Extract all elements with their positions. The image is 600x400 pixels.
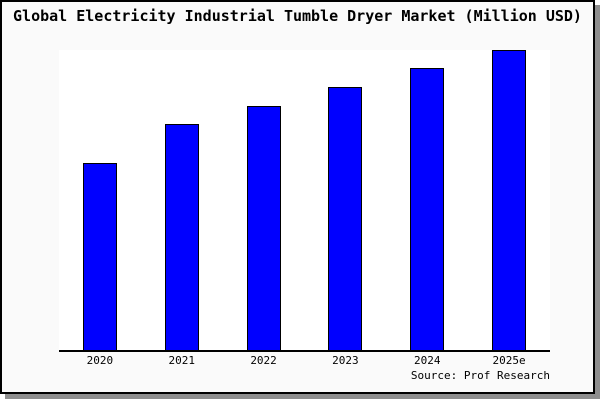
plot-area (59, 50, 550, 350)
x-axis-line (59, 350, 550, 352)
bar-2021 (164, 124, 199, 350)
x-tick-label-2025e: 2025e (492, 354, 526, 367)
bar-2024 (410, 68, 445, 350)
x-tick-label-2021: 2021 (168, 354, 195, 367)
chart-title: Global Electricity Industrial Tumble Dry… (13, 7, 582, 25)
x-tick-label-2023: 2023 (332, 354, 359, 367)
source-caption: Source: Prof Research (410, 369, 550, 382)
bar-2023 (328, 86, 363, 350)
x-tick-label-2020: 2020 (86, 354, 114, 367)
bar-2020 (82, 162, 117, 350)
bar-2022 (246, 105, 281, 350)
x-tick-label-2024: 2024 (413, 354, 441, 367)
bar-slot (468, 50, 550, 350)
x-tick-label-2022: 2022 (250, 354, 277, 367)
bars-container (59, 50, 550, 350)
bar-slot (386, 50, 468, 350)
bar-2025e (492, 50, 527, 350)
bar-slot (59, 50, 141, 350)
bar-slot (223, 50, 305, 350)
bar-slot (304, 50, 386, 350)
bar-slot (141, 50, 223, 350)
x-tick-labels: 2020 2021 2022 2023 2024 2025e (59, 354, 550, 367)
